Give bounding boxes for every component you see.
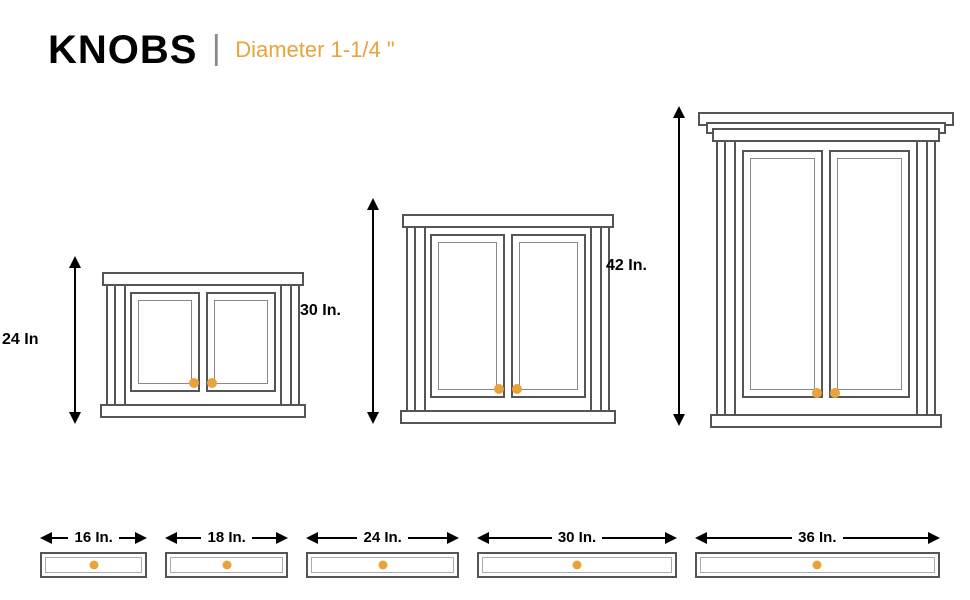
cabinet-3 [716, 138, 932, 414]
height-label: 24 In [2, 331, 38, 349]
knob-icon [207, 378, 217, 388]
height-dimension: 30 In. [354, 198, 392, 424]
height-dimension: 24 In [56, 256, 94, 424]
width-dimension: 30 In. [477, 529, 676, 546]
knob-icon [572, 561, 581, 570]
cabinet-2 [406, 224, 606, 410]
width-label: 36 In. [792, 529, 842, 546]
drawer-5: 36 In. [695, 529, 940, 578]
drawer-3: 24 In. [306, 529, 459, 578]
knob-icon [830, 388, 840, 398]
knob-icon [189, 378, 199, 388]
knob-icon [494, 384, 504, 394]
knob-icon [89, 561, 98, 570]
knob-icon [813, 561, 822, 570]
height-label: 30 In. [300, 302, 341, 320]
drawer-2: 18 In. [165, 529, 288, 578]
width-dimension: 36 In. [695, 529, 940, 546]
height-label: 42 In. [606, 257, 647, 275]
width-label: 18 In. [201, 529, 251, 546]
drawer-1: 16 In. [40, 529, 147, 578]
width-dimension: 18 In. [165, 529, 288, 546]
width-dimension: 24 In. [306, 529, 459, 546]
knob-icon [812, 388, 822, 398]
height-dimension: 42 In. [660, 106, 698, 426]
knob-icon [512, 384, 522, 394]
width-label: 24 In. [357, 529, 407, 546]
knob-icon [378, 561, 387, 570]
drawer-row: 16 In. 18 In. 24 In. 30 In. 36 In. [40, 529, 940, 578]
width-label: 30 In. [552, 529, 602, 546]
knob-icon [222, 561, 231, 570]
cabinet-1 [106, 282, 296, 404]
drawer-4: 30 In. [477, 529, 676, 578]
width-dimension: 16 In. [40, 529, 147, 546]
diagram-stage: 24 In 30 In. 42 In. [0, 0, 970, 600]
width-label: 16 In. [68, 529, 118, 546]
